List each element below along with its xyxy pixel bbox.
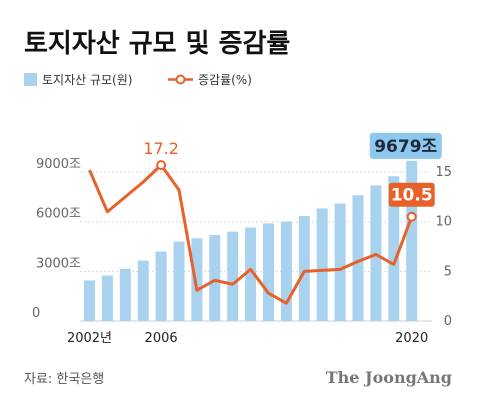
x-axis-tick-label: 2002년	[67, 331, 112, 346]
x-axis-tick-label: 2020	[395, 331, 428, 346]
bar	[101, 275, 113, 321]
latest-marker	[406, 211, 417, 222]
bar	[298, 215, 310, 321]
right-axis-tick-label: 10	[435, 215, 452, 230]
left-axis-tick-label: 6000조	[36, 207, 81, 222]
annotations: 17.2 9679조 10.5	[143, 132, 442, 222]
bar	[227, 231, 239, 321]
bar	[137, 260, 149, 321]
right-axis-tick-labels: 0 5 10 15	[435, 165, 452, 329]
right-axis-tick-label: 0	[444, 314, 452, 329]
right-axis-tick-label: 5	[444, 264, 452, 279]
line-series	[88, 163, 414, 305]
brand-logo: The JoongAng	[326, 368, 452, 387]
line-value-label: 10.5	[391, 186, 433, 206]
x-axis-tick-label: 2006	[145, 331, 178, 346]
peak-marker	[156, 160, 167, 171]
bar	[173, 241, 185, 321]
legend-bar-label: 토지자산 규모(원)	[42, 73, 132, 87]
bar	[84, 280, 95, 321]
chart-title: 토지자산 규모 및 증감률	[24, 29, 290, 59]
bar	[119, 268, 131, 321]
bar	[191, 238, 203, 321]
bar	[209, 234, 221, 321]
growth-rate-line	[88, 163, 414, 305]
bar-series	[84, 160, 418, 321]
bar	[280, 221, 292, 321]
bar	[352, 195, 364, 321]
bar-value-label: 9679조	[374, 137, 437, 157]
bar	[406, 160, 418, 321]
legend-line-label: 증감률(%)	[198, 73, 252, 87]
right-axis-tick-label: 15	[435, 165, 452, 180]
left-axis-tick-label: 0	[32, 306, 40, 321]
bar	[334, 203, 346, 321]
legend-line-marker	[175, 74, 186, 85]
source-note: 자료: 한국은행	[24, 371, 104, 387]
legend: 토지자산 규모(원) 증감률(%)	[24, 73, 252, 87]
bar	[155, 251, 167, 321]
bar	[263, 223, 274, 321]
peak-data-label: 17.2	[143, 139, 179, 158]
bar	[388, 176, 400, 321]
bar	[316, 208, 328, 321]
left-axis-tick-labels: 0 3000조 6000조 9000조	[32, 157, 81, 321]
left-axis-tick-label: 9000조	[36, 157, 81, 172]
line-value-callout	[388, 182, 435, 207]
left-axis-tick-label: 3000조	[36, 256, 81, 271]
bar-value-callout	[369, 132, 442, 159]
legend-bar-swatch	[24, 73, 37, 86]
bar	[245, 227, 257, 321]
x-axis-tick-labels: 2002년 2006 2020	[67, 331, 428, 346]
